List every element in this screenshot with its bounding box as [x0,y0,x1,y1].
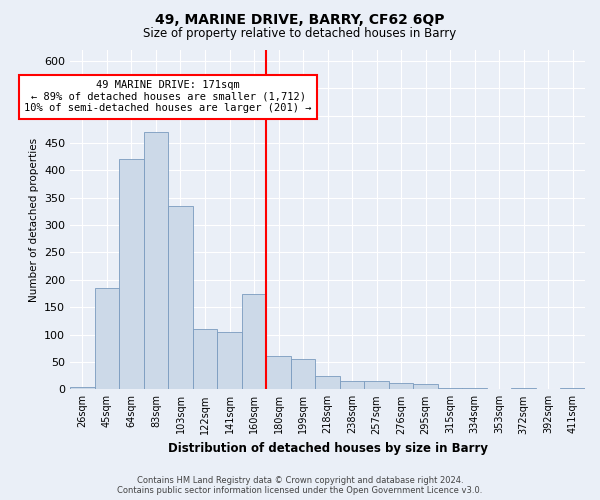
Bar [95,288,119,390]
Text: 49, MARINE DRIVE, BARRY, CF62 6QP: 49, MARINE DRIVE, BARRY, CF62 6QP [155,12,445,26]
Text: Contains HM Land Registry data © Crown copyright and database right 2024.
Contai: Contains HM Land Registry data © Crown c… [118,476,482,495]
Y-axis label: Number of detached properties: Number of detached properties [29,138,38,302]
X-axis label: Distribution of detached houses by size in Barry: Distribution of detached houses by size … [167,442,488,455]
Bar [463,388,487,390]
Text: 49 MARINE DRIVE: 171sqm
← 89% of detached houses are smaller (1,712)
10% of semi: 49 MARINE DRIVE: 171sqm ← 89% of detache… [25,80,312,114]
Bar [316,376,340,390]
Bar [144,132,168,390]
Bar [413,384,438,390]
Bar [266,356,291,390]
Bar [560,388,585,390]
Bar [217,332,242,390]
Bar [364,381,389,390]
Bar [193,329,217,390]
Text: Size of property relative to detached houses in Barry: Size of property relative to detached ho… [143,28,457,40]
Bar [340,381,364,390]
Bar [242,294,266,390]
Bar [70,386,95,390]
Bar [291,359,316,390]
Bar [168,206,193,390]
Bar [119,160,144,390]
Bar [511,388,536,390]
Bar [438,388,463,390]
Bar [389,382,413,390]
